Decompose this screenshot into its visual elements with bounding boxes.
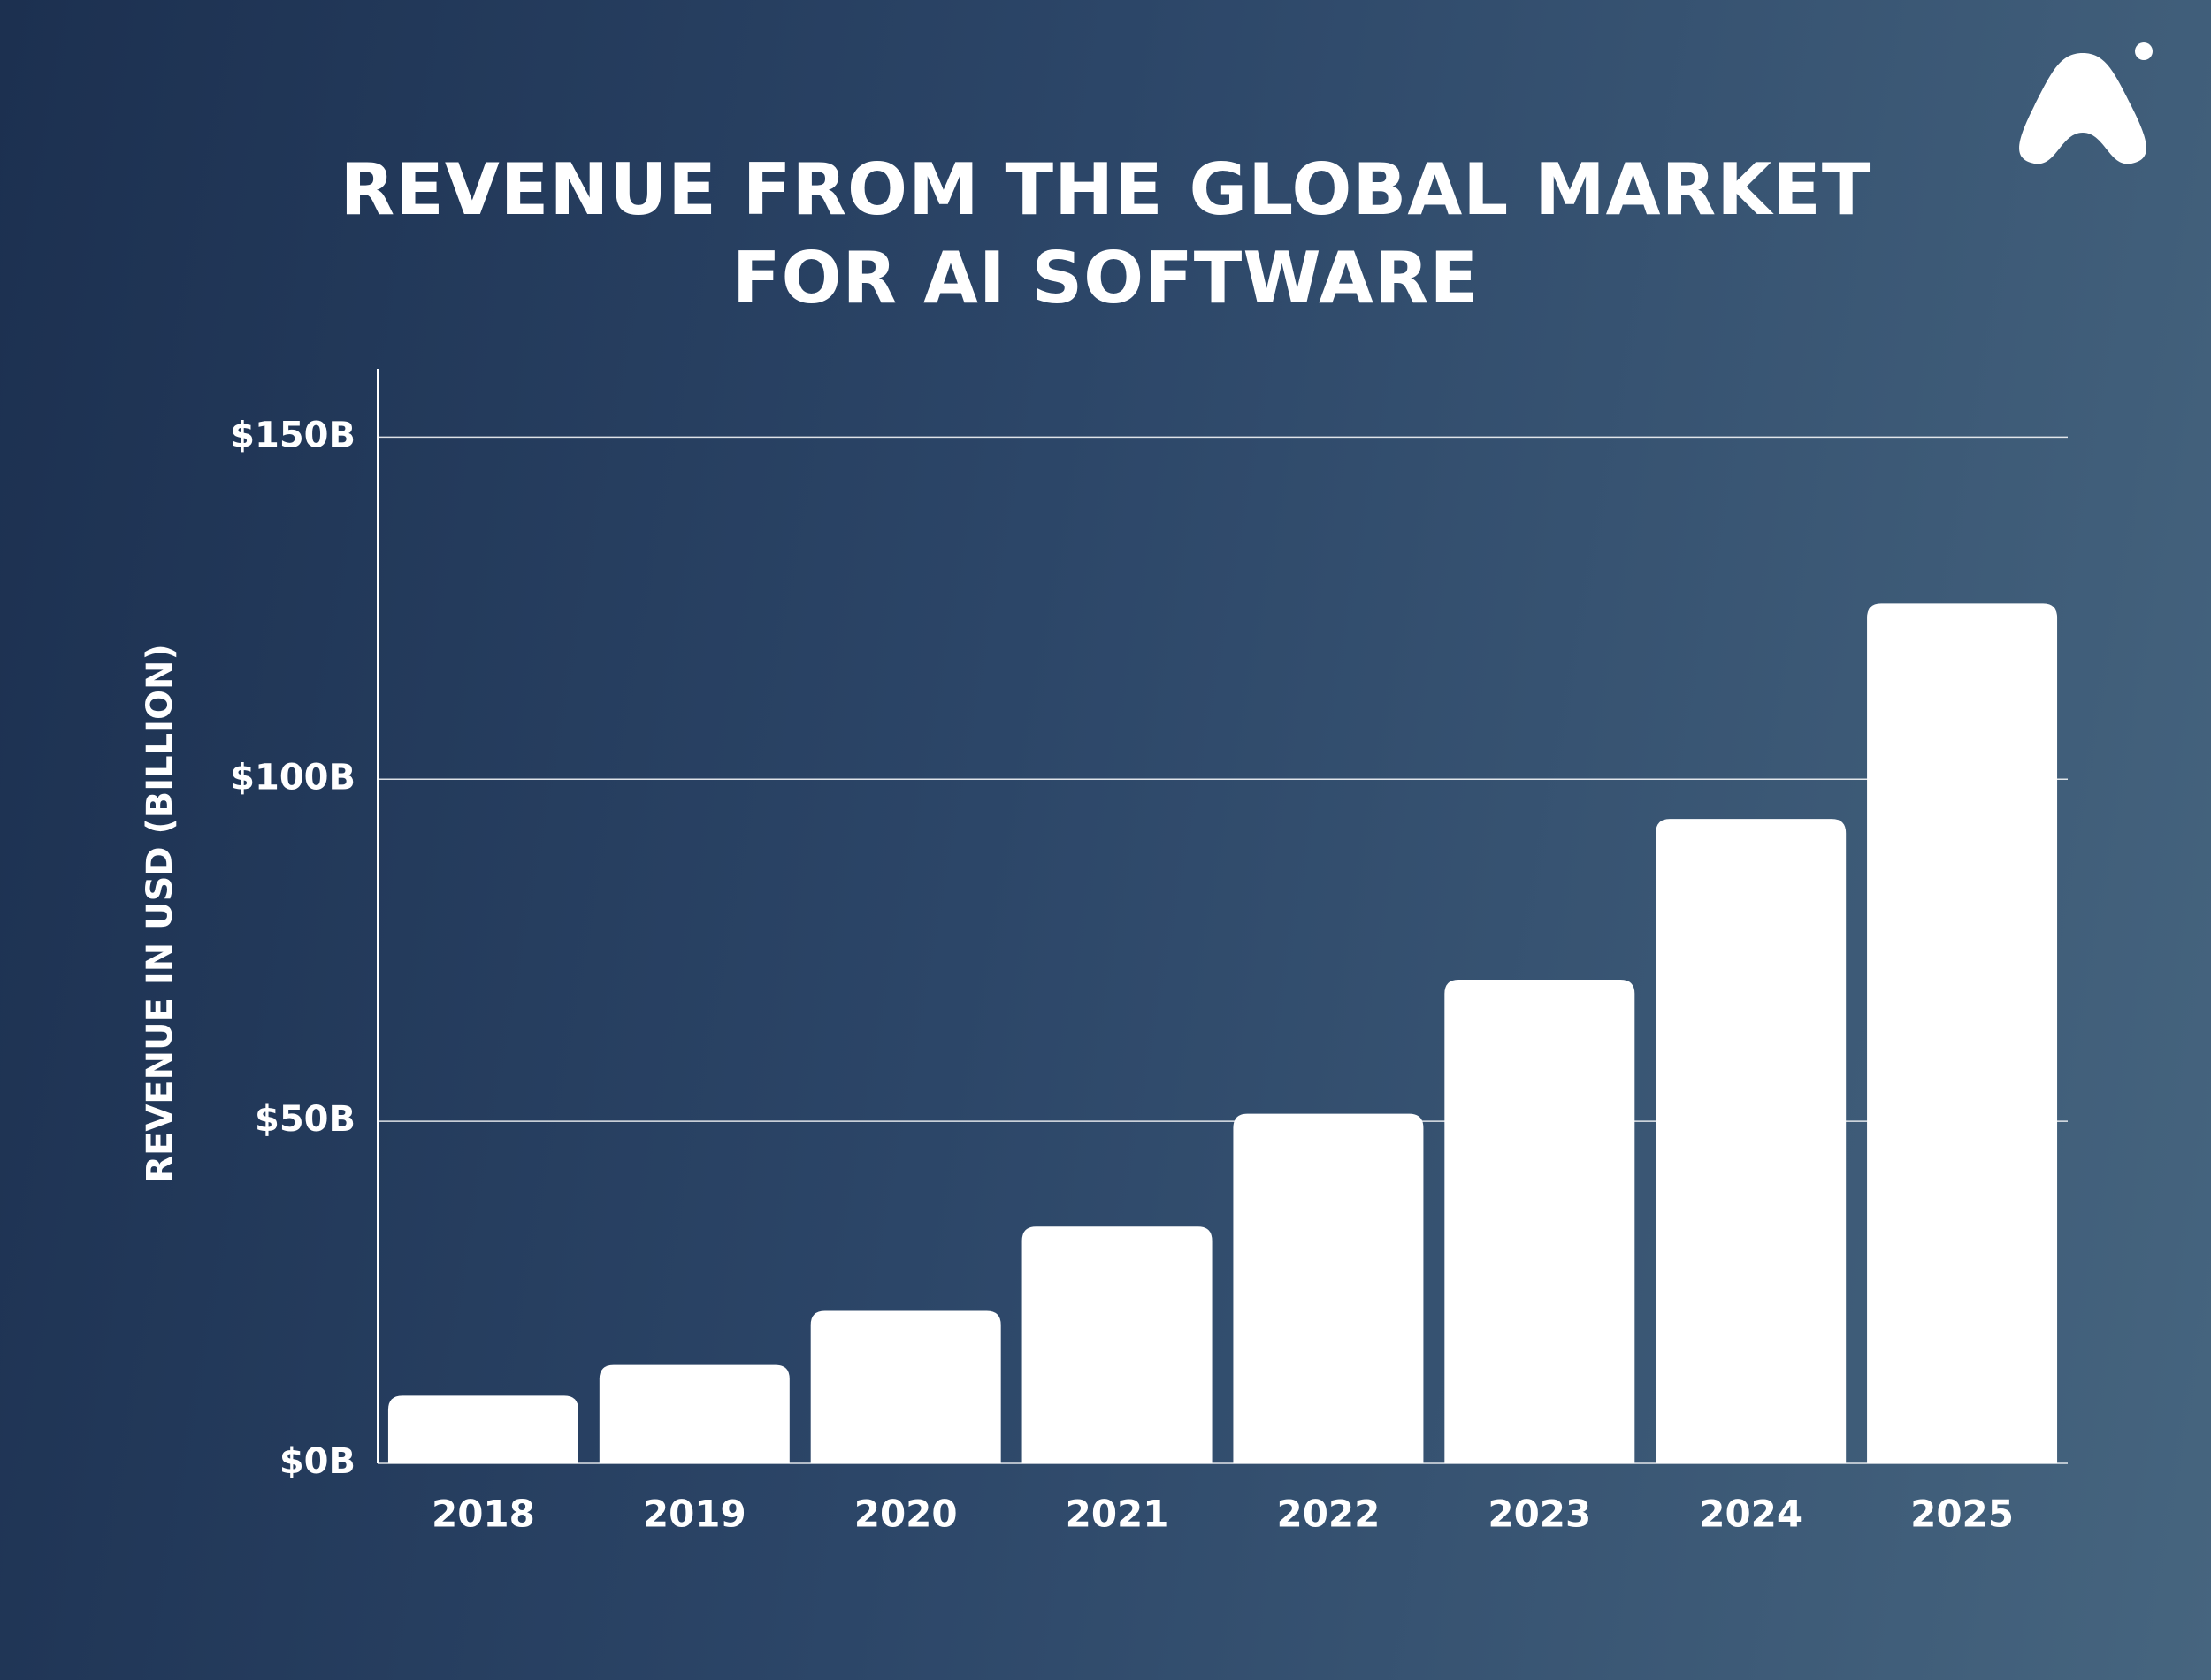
bar (810, 1310, 1001, 1463)
y-tick-label: $100B (230, 757, 356, 798)
chart-title: REVENUE FROM THE GLOBAL MARKET FOR AI SO… (340, 149, 1871, 319)
bar (1233, 1113, 1424, 1463)
bar (387, 1395, 578, 1463)
logo (2019, 42, 2153, 164)
x-tick-label: 2022 (1276, 1493, 1380, 1536)
x-tick-label: 2018 (432, 1493, 535, 1536)
y-tick-label: $0B (279, 1441, 356, 1482)
y-tick-label: $50B (255, 1099, 356, 1140)
x-tick-label: 2020 (854, 1493, 958, 1536)
y-tick-label: $150B (230, 415, 356, 455)
bar (1021, 1226, 1213, 1463)
x-tick-label: 2019 (643, 1493, 746, 1536)
bar (1656, 819, 1847, 1463)
bar (1444, 979, 1635, 1463)
y-axis-label: REVENUE IN USD (BILLION) (140, 644, 180, 1183)
x-tick-label: 2023 (1488, 1493, 1591, 1536)
x-tick-label: 2021 (1066, 1493, 1169, 1536)
logo-dot (2135, 42, 2153, 60)
logo-mark (2019, 53, 2146, 164)
bar (1867, 603, 2058, 1463)
bar (599, 1364, 790, 1463)
x-tick-label: 2024 (1699, 1493, 1802, 1536)
x-tick-label: 2025 (1910, 1493, 2014, 1536)
